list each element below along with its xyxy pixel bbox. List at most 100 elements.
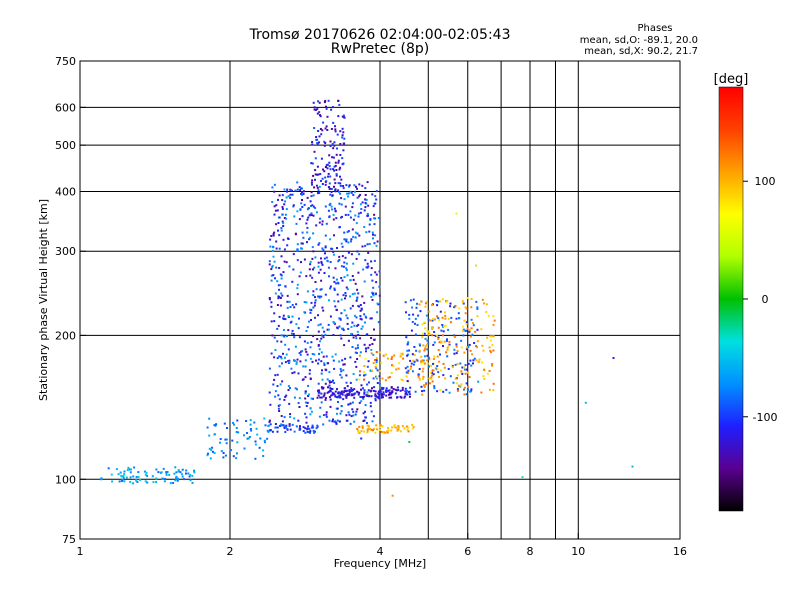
data-point	[353, 324, 356, 327]
data-point	[278, 315, 281, 318]
data-point	[296, 188, 299, 191]
data-point	[465, 393, 468, 396]
data-point	[437, 326, 440, 329]
data-point	[308, 369, 311, 372]
data-point	[320, 396, 323, 399]
data-point	[361, 184, 364, 187]
data-point	[292, 268, 295, 271]
data-point	[281, 380, 284, 383]
data-point	[277, 198, 279, 201]
data-point	[280, 334, 283, 337]
data-point	[418, 303, 421, 306]
data-point	[341, 136, 344, 139]
data-point	[356, 288, 359, 291]
data-point	[437, 336, 440, 339]
y-tick-label: 75	[62, 533, 76, 546]
data-point	[269, 238, 272, 241]
data-point	[428, 377, 431, 380]
data-point	[133, 466, 136, 469]
data-point	[431, 328, 433, 330]
data-point	[338, 103, 341, 106]
data-point	[361, 426, 364, 429]
data-point	[356, 358, 359, 360]
data-point	[447, 318, 450, 320]
data-point	[490, 335, 493, 338]
data-point	[342, 131, 345, 134]
data-point	[305, 405, 308, 407]
data-point	[370, 410, 373, 413]
data-point	[329, 140, 332, 143]
data-point	[307, 384, 310, 387]
data-point	[406, 354, 409, 357]
data-point	[306, 241, 308, 244]
data-point	[206, 454, 209, 457]
data-point	[311, 353, 314, 355]
data-point	[302, 430, 305, 433]
data-point	[388, 376, 391, 379]
data-point	[376, 428, 378, 431]
data-point	[372, 389, 375, 392]
data-point	[318, 296, 321, 299]
data-point	[292, 205, 295, 208]
data-point	[456, 389, 459, 392]
data-point	[436, 365, 439, 368]
data-point	[413, 354, 416, 357]
data-point	[384, 379, 387, 382]
data-point	[442, 390, 445, 393]
data-point	[286, 335, 288, 338]
data-point	[355, 365, 358, 368]
data-point	[365, 350, 367, 353]
data-point	[356, 344, 359, 347]
data-point	[339, 166, 342, 169]
data-point	[277, 297, 280, 300]
data-point	[264, 441, 266, 444]
data-point	[406, 393, 409, 396]
data-point	[421, 336, 424, 339]
data-point	[165, 474, 168, 476]
data-point	[375, 273, 378, 276]
data-point	[331, 106, 334, 109]
data-point	[352, 235, 355, 238]
data-point	[456, 363, 459, 365]
data-point	[356, 408, 359, 411]
data-point	[361, 325, 364, 328]
data-point	[438, 375, 440, 378]
data-point	[324, 293, 327, 296]
data-point	[439, 310, 442, 313]
data-point	[310, 181, 313, 184]
data-point	[452, 381, 455, 384]
data-point	[458, 385, 460, 387]
data-point	[235, 431, 238, 433]
data-point	[437, 349, 440, 351]
data-point	[422, 344, 425, 347]
data-point	[332, 392, 335, 395]
data-point	[123, 473, 126, 475]
data-point	[322, 336, 325, 339]
data-point	[366, 383, 369, 386]
data-point	[219, 438, 222, 440]
data-point	[300, 202, 303, 205]
data-point	[290, 332, 293, 335]
data-point	[277, 324, 280, 327]
data-point	[309, 200, 312, 203]
data-point	[405, 391, 408, 394]
data-point	[360, 400, 363, 403]
data-point	[363, 392, 366, 395]
data-point	[421, 323, 424, 326]
data-point	[346, 274, 349, 277]
data-point	[364, 404, 367, 407]
data-point	[424, 327, 427, 330]
data-point	[340, 376, 343, 379]
data-point	[341, 127, 344, 130]
data-point	[329, 285, 332, 288]
data-point	[317, 362, 320, 365]
data-point	[266, 429, 269, 432]
data-point	[462, 328, 465, 331]
data-point	[414, 333, 417, 336]
data-point	[324, 166, 327, 168]
data-point	[390, 357, 393, 360]
data-point	[465, 322, 468, 325]
data-point	[363, 378, 366, 381]
data-point	[469, 335, 472, 338]
data-point	[374, 366, 377, 368]
